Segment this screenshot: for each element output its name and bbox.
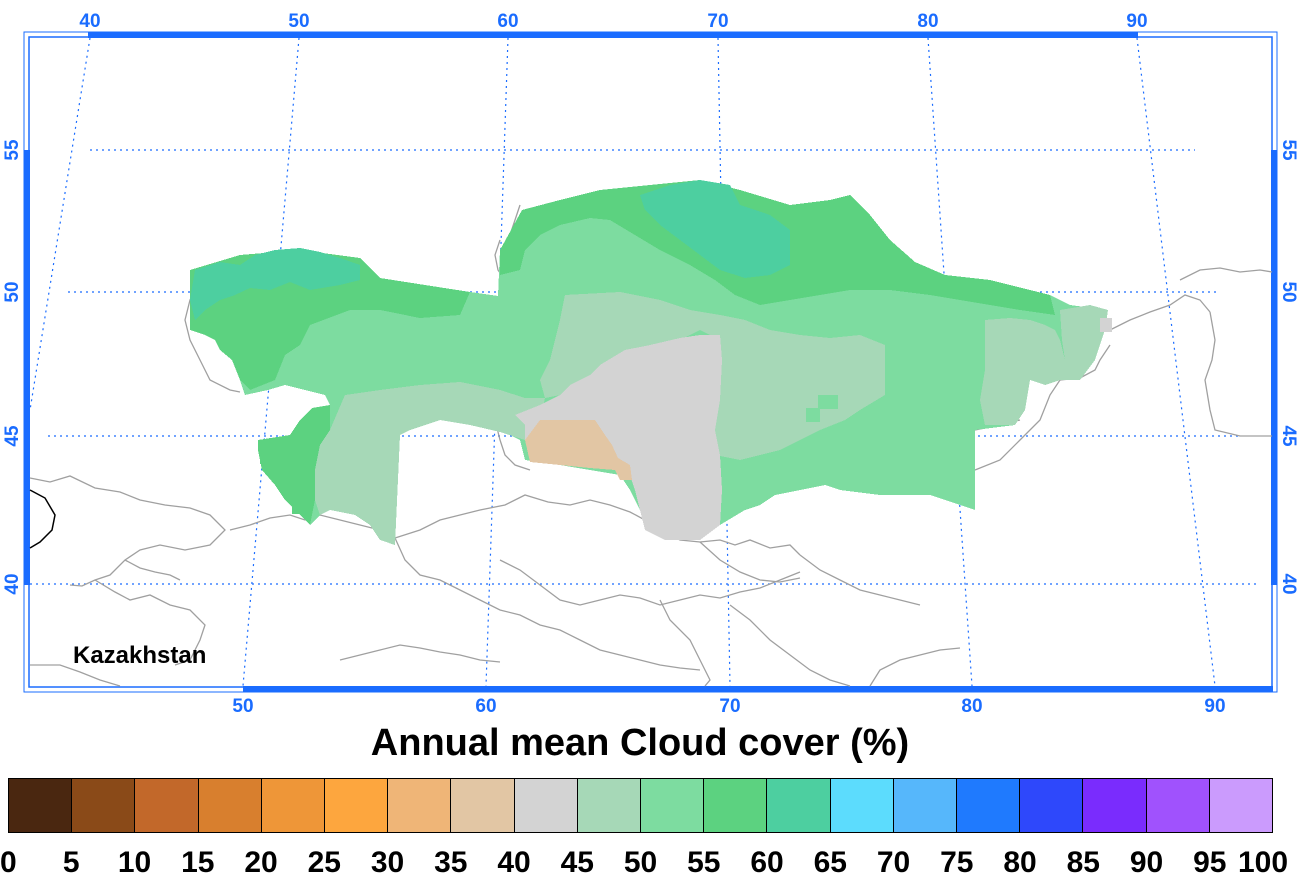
top-lon-label: 50 (288, 11, 309, 32)
colorbar-tick-label: 0 (0, 846, 17, 879)
top-lon-label: 70 (707, 11, 728, 32)
left-lat-label: 55 (2, 139, 23, 161)
top-lon-label: 80 (917, 11, 938, 32)
lon-line-90 (1136, 37, 1216, 687)
colorbar-swatch (72, 779, 136, 832)
colorbar-labels: 0 5 10 15 20 25 30 35 40 45 50 55 60 65 70 75 80 85 90 95 10… (0, 846, 1288, 882)
right-lat-ticks: 55 50 45 40 (1278, 139, 1299, 594)
colorbar-tick-label: 35 (434, 846, 468, 879)
colorbar-tick-label: 40 (497, 846, 531, 879)
colorbar-tick-label: 55 (687, 846, 721, 879)
colorbar-swatch (830, 779, 894, 832)
map-canvas: 40 50 60 70 80 90 50 60 70 80 90 55 50 4… (2, 11, 1299, 717)
colorbar-swatch (1209, 779, 1273, 832)
coastline-fragment (29, 489, 56, 549)
colorbar-tick-label: 45 (560, 846, 594, 879)
colorbar-tick-label: 85 (1066, 846, 1100, 879)
left-edge-bar (24, 150, 30, 585)
colorbar-tick-label: 5 (62, 846, 80, 879)
colorbar-swatch (9, 779, 73, 832)
left-lat-label: 45 (2, 425, 23, 447)
bottom-edge-bar (243, 686, 1273, 692)
left-lat-ticks: 55 50 45 40 (2, 139, 23, 595)
top-lon-ticks: 40 50 60 70 80 90 (79, 11, 1147, 32)
bottom-lon-label: 80 (961, 696, 982, 717)
colorbar-swatch (1083, 779, 1147, 832)
colorbar-swatch (577, 779, 642, 832)
top-lon-label: 90 (1126, 11, 1147, 32)
top-edge-bar (88, 32, 1138, 38)
country-borders (29, 204, 1273, 687)
colorbar-swatch (198, 779, 262, 832)
colorbar-swatch (641, 779, 705, 832)
colorbar-swatch (767, 779, 831, 832)
map-title: Annual mean Cloud cover (%) (370, 722, 910, 764)
colorbar-tick-label: 50 (623, 846, 658, 879)
colorbar-swatch (704, 779, 768, 832)
right-lat-label: 45 (1278, 425, 1299, 447)
colorbar-swatch (957, 779, 1021, 832)
bottom-lon-ticks: 50 60 70 80 90 (232, 696, 1225, 717)
colorbar-swatch (514, 779, 578, 832)
colorbar-tick-label: 30 (370, 846, 405, 879)
left-lat-label: 50 (2, 281, 23, 302)
right-lat-label: 50 (1278, 281, 1299, 302)
colorbar (8, 778, 1273, 833)
colorbar-tick-label: 25 (307, 846, 341, 879)
colorbar-swatch (135, 779, 199, 832)
right-lat-label: 40 (1278, 573, 1299, 594)
colorbar-swatch (451, 779, 515, 832)
bottom-lon-label: 90 (1204, 696, 1225, 717)
colorbar-tick-label: 15 (181, 846, 215, 879)
bottom-lon-label: 70 (719, 696, 740, 717)
cloud-cover-field (190, 180, 1112, 545)
bottom-lon-label: 60 (475, 696, 496, 717)
colorbar-swatch (388, 779, 452, 832)
colorbar-tick-label: 60 (750, 846, 784, 879)
colorbar-tick-label: 70 (876, 846, 911, 879)
colorbar-swatch (325, 779, 389, 832)
top-lon-label: 60 (497, 11, 518, 32)
bottom-lon-label: 50 (232, 696, 253, 717)
colorbar-swatch (261, 779, 326, 832)
colorbar-swatch (1020, 779, 1084, 832)
colorbar-tick-label: 10 (117, 846, 152, 879)
colorbar-tick-label: 20 (244, 846, 278, 879)
top-lon-label: 40 (79, 11, 100, 32)
colorbar-tick-label: 75 (940, 846, 974, 879)
colorbar-tick-label: 100 (1237, 846, 1289, 879)
right-lat-label: 55 (1278, 139, 1299, 161)
left-lat-label: 40 (2, 573, 23, 594)
colorbar-tick-label: 95 (1193, 846, 1227, 879)
colorbar-tick-label: 90 (1129, 846, 1164, 879)
colorbar-tick-label: 80 (1003, 846, 1037, 879)
colorbar-swatch (1146, 779, 1210, 832)
right-edge-bar (1271, 150, 1277, 585)
region-label: Kazakhstan (73, 642, 206, 669)
colorbar-tick-label: 65 (813, 846, 847, 879)
colorbar-swatch (893, 779, 958, 832)
